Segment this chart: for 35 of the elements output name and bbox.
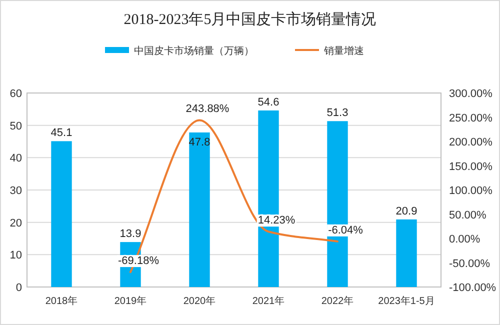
bar-label: 45.1 <box>50 127 72 140</box>
ytick: 30 <box>10 185 22 197</box>
xtick: 2023年1-5月 <box>378 296 435 307</box>
y2tick: 150.00% <box>449 160 492 173</box>
value-label: -69.18% <box>118 255 159 268</box>
y2tick: 200.00% <box>449 136 492 148</box>
value-label: 14.23% <box>258 214 296 227</box>
y2tick: -100.00% <box>449 282 496 294</box>
ytick: 40 <box>10 152 22 165</box>
y2tick: 0.00% <box>449 234 480 246</box>
ytick: 20 <box>10 217 22 230</box>
y2tick: 100.00% <box>449 185 492 197</box>
ytick: 0 <box>16 282 22 294</box>
ytick: 60 <box>10 88 22 100</box>
legend-label: 中国皮卡市场销量（万辆） <box>134 46 254 57</box>
xtick: 2020年 <box>183 296 216 307</box>
xtick: 2021年 <box>252 296 285 307</box>
value-label: -6.04% <box>328 224 363 236</box>
y2tick: -50.00% <box>449 258 490 270</box>
y2tick: 250.00% <box>449 112 492 124</box>
xtick: 2018年 <box>45 296 78 307</box>
ytick: 50 <box>10 120 22 132</box>
y2tick: 300.00% <box>449 88 492 100</box>
bar-label: 51.3 <box>326 107 348 120</box>
xtick: 2022年 <box>321 296 354 307</box>
legend-label: 销量增速 <box>324 46 364 57</box>
bar-label: 54.6 <box>258 96 280 108</box>
bar-label: 13.9 <box>120 228 142 240</box>
value-label: 243.88% <box>186 103 230 116</box>
y2tick: 50.00% <box>449 209 486 222</box>
ytick: 10 <box>10 250 22 262</box>
xtick: 2019年 <box>114 296 147 307</box>
bar-label: 47.8 <box>188 136 210 148</box>
bar-label: 20.9 <box>396 205 418 218</box>
title: 2018-2023年5月中国皮卡市场销量情况 <box>124 12 376 28</box>
